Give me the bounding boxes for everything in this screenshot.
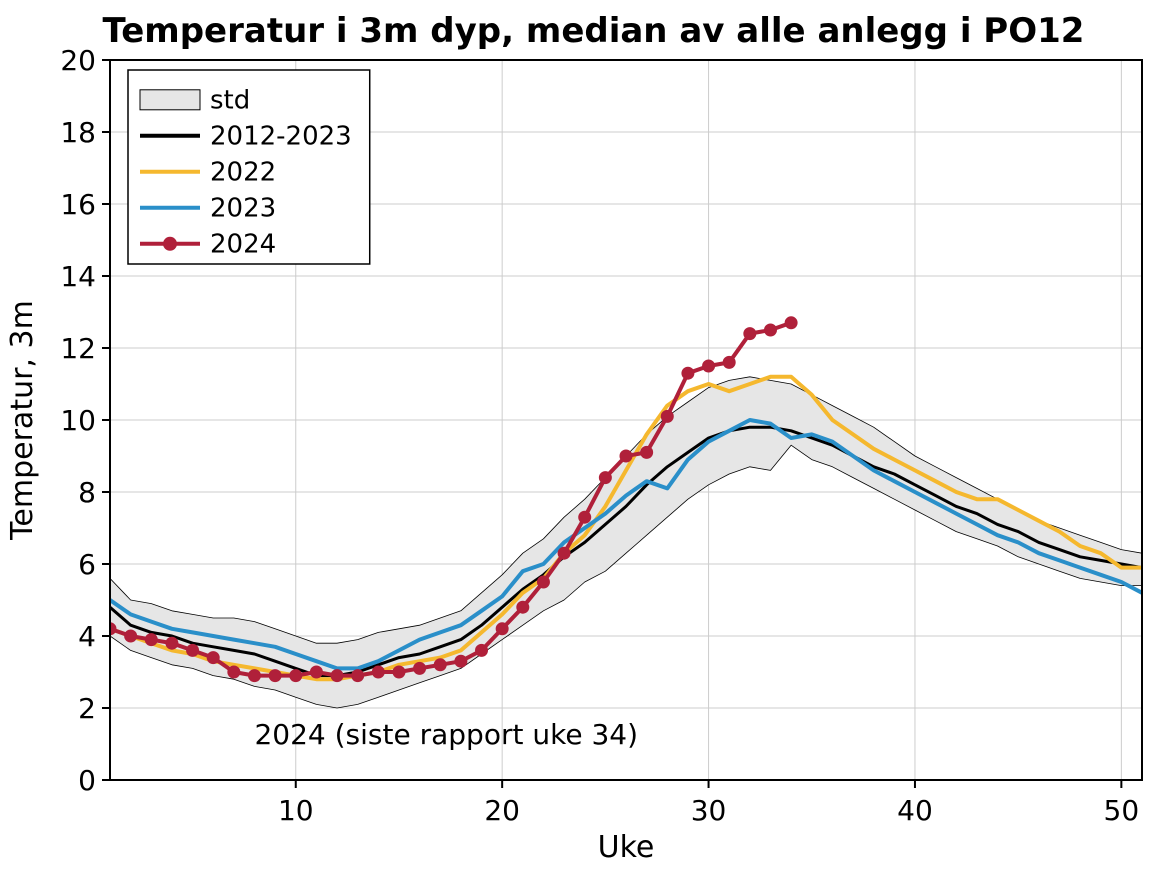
legend-swatch-band <box>140 90 200 110</box>
series-marker-2024 <box>599 472 611 484</box>
series-marker-2024 <box>661 410 673 422</box>
legend: std 2012-2023 2022 2023 2024 <box>128 70 370 264</box>
x-tick-label: 20 <box>484 794 520 827</box>
legend-label: 2024 <box>210 229 276 259</box>
x-tick-label: 30 <box>691 794 727 827</box>
series-marker-2024 <box>290 670 302 682</box>
legend-swatch-marker <box>163 237 177 251</box>
x-tick-label: 10 <box>278 794 314 827</box>
series-marker-2024 <box>558 547 570 559</box>
x-tick-label: 40 <box>897 794 933 827</box>
series-marker-2024 <box>620 450 632 462</box>
series-marker-2024 <box>125 630 137 642</box>
legend-label: std <box>210 85 250 115</box>
y-axis-label: Temperatur, 3m <box>5 300 40 541</box>
series-marker-2024 <box>207 652 219 664</box>
y-tick-label: 8 <box>78 476 96 509</box>
series-marker-2024 <box>434 659 446 671</box>
series-marker-2024 <box>744 328 756 340</box>
series-marker-2024 <box>393 666 405 678</box>
y-tick-label: 16 <box>60 188 96 221</box>
chart-title: Temperatur i 3m dyp, median av alle anle… <box>103 11 1085 51</box>
series-marker-2024 <box>248 670 260 682</box>
series-marker-2024 <box>723 356 735 368</box>
series-marker-2024 <box>641 446 653 458</box>
y-tick-label: 20 <box>60 44 96 77</box>
y-tick-label: 0 <box>78 764 96 797</box>
x-tick-label: 50 <box>1104 794 1140 827</box>
series-marker-2024 <box>352 670 364 682</box>
y-tick-label: 2 <box>78 692 96 725</box>
series-marker-2024 <box>579 511 591 523</box>
y-tick-label: 10 <box>60 404 96 437</box>
series-marker-2024 <box>372 666 384 678</box>
series-marker-2024 <box>476 644 488 656</box>
series-marker-2024 <box>517 601 529 613</box>
series-marker-2024 <box>682 367 694 379</box>
note-text: 2024 (siste rapport uke 34) <box>254 718 638 751</box>
series-marker-2024 <box>145 634 157 646</box>
series-marker-2024 <box>537 576 549 588</box>
legend-label: 2012-2023 <box>210 121 352 151</box>
series-marker-2024 <box>455 655 467 667</box>
legend-label: 2023 <box>210 193 276 223</box>
legend-label: 2022 <box>210 157 276 187</box>
x-axis-label: Uke <box>598 830 655 865</box>
chart-container: 102030405002468101214161820Temperatur i … <box>0 0 1167 875</box>
series-marker-2024 <box>187 644 199 656</box>
series-marker-2024 <box>310 666 322 678</box>
y-tick-label: 14 <box>60 260 96 293</box>
series-marker-2024 <box>785 317 797 329</box>
y-tick-label: 12 <box>60 332 96 365</box>
chart-svg: 102030405002468101214161820Temperatur i … <box>0 0 1167 875</box>
y-tick-label: 6 <box>78 548 96 581</box>
series-marker-2024 <box>166 637 178 649</box>
series-marker-2024 <box>269 670 281 682</box>
series-marker-2024 <box>496 623 508 635</box>
y-tick-label: 4 <box>78 620 96 653</box>
series-marker-2024 <box>414 662 426 674</box>
series-marker-2024 <box>703 360 715 372</box>
series-marker-2024 <box>228 666 240 678</box>
series-marker-2024 <box>764 324 776 336</box>
y-tick-label: 18 <box>60 116 96 149</box>
series-marker-2024 <box>331 670 343 682</box>
